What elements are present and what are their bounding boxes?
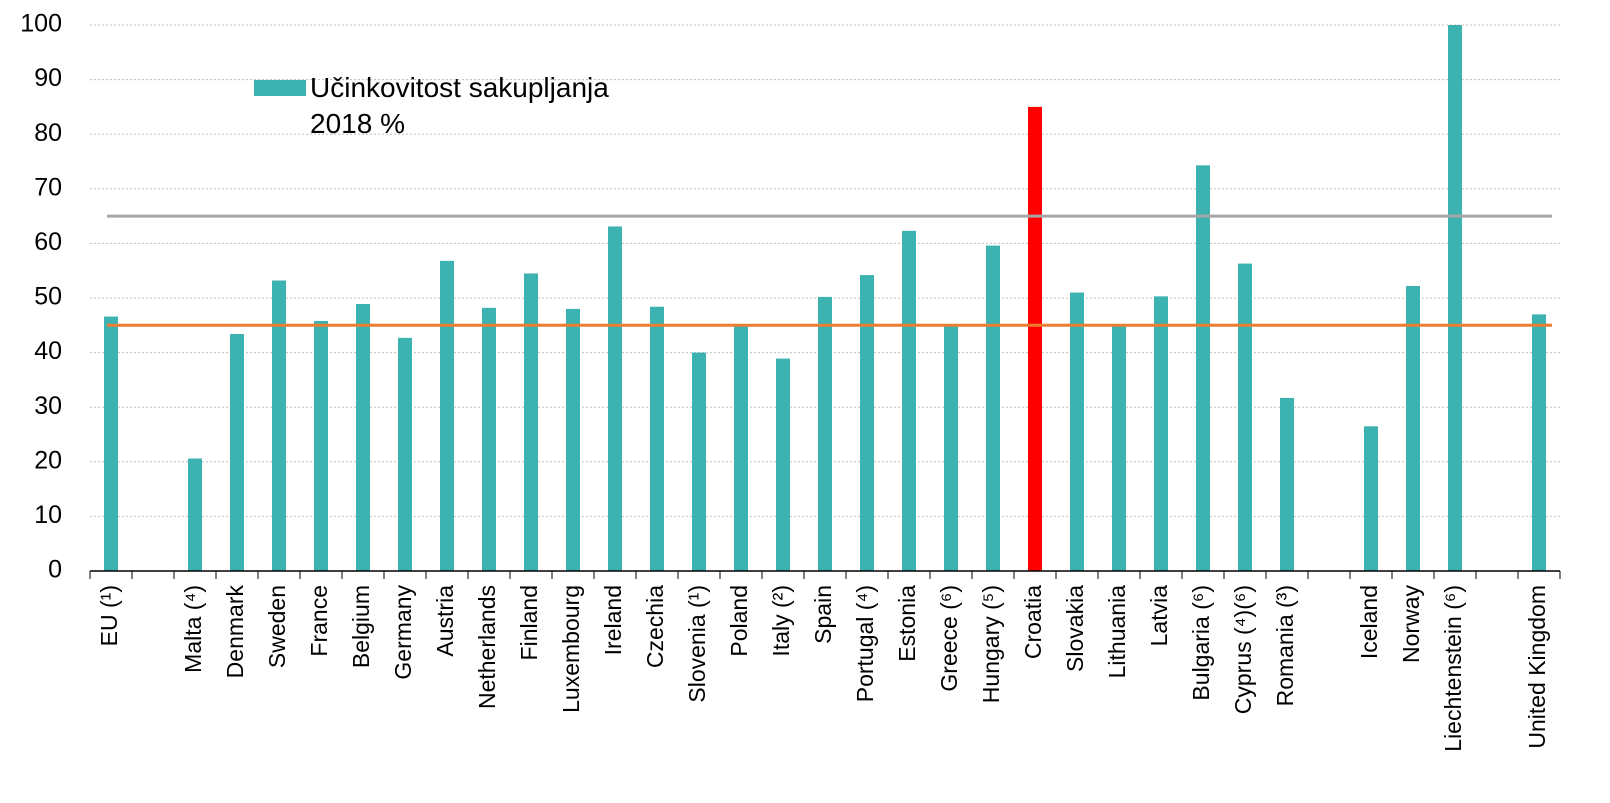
y-tick-label: 90 (34, 64, 62, 92)
x-tick-label: Finland (516, 585, 542, 660)
x-tick-label: Czechia (642, 585, 668, 668)
x-tick-label: Cyprus (⁴)(⁶) (1230, 585, 1256, 714)
x-tick-label: Germany (390, 585, 416, 680)
x-tick-label: Belgium (348, 585, 374, 668)
x-tick-label: United Kingdom (1524, 585, 1550, 749)
y-tick-label: 50 (34, 283, 62, 311)
y-tick-label: 100 (20, 10, 62, 38)
x-tick-label: Netherlands (474, 585, 500, 709)
bar (650, 306, 664, 571)
x-tick-label: Ireland (600, 585, 626, 655)
y-tick-label: 60 (34, 228, 62, 256)
bar (1154, 296, 1168, 571)
legend-swatch (254, 80, 306, 96)
bar (1532, 314, 1546, 571)
x-tick-label: Bulgaria (⁶) (1188, 585, 1214, 701)
bar (1112, 325, 1126, 571)
bar (860, 275, 874, 571)
bar (1364, 426, 1378, 571)
bar (356, 304, 370, 571)
bar (1406, 285, 1420, 571)
bar (566, 308, 580, 571)
y-tick-label: 40 (34, 337, 62, 365)
bar (944, 325, 958, 571)
bar (314, 320, 328, 571)
bar (818, 296, 832, 571)
bar (272, 280, 286, 571)
x-tick-label: Portugal (⁴) (852, 585, 878, 702)
y-tick-label: 70 (34, 173, 62, 201)
bar (1280, 397, 1294, 571)
bar (986, 245, 1000, 572)
x-tick-label: Luxembourg (558, 585, 584, 713)
legend: Učinkovitost sakupljanja 2018 % (254, 70, 614, 142)
bar (776, 358, 790, 571)
x-tick-label: Hungary (⁵) (978, 585, 1004, 703)
x-tick-label: Slovakia (1062, 585, 1088, 672)
x-tick-label: Iceland (1356, 585, 1382, 659)
x-tick-label: Greece (⁶) (936, 585, 962, 692)
x-tick-label: France (306, 585, 332, 657)
x-tick-label: Sweden (264, 585, 290, 668)
bar (482, 307, 496, 571)
x-tick-label: Poland (726, 585, 752, 657)
x-tick-label: Austria (432, 585, 458, 657)
bar (230, 334, 244, 571)
bar (398, 337, 412, 571)
x-tick-label: Latvia (1146, 585, 1172, 647)
bar (440, 260, 454, 571)
y-tick-label: 10 (34, 501, 62, 529)
bar (902, 230, 916, 572)
x-tick-label: Norway (1398, 585, 1424, 663)
x-tick-label: Italy (²) (768, 585, 794, 657)
y-tick-label: 0 (48, 556, 62, 584)
bar (1196, 165, 1210, 571)
bar (524, 273, 538, 571)
x-tick-label: EU (¹) (96, 585, 122, 646)
x-tick-label: Croatia (1020, 585, 1046, 659)
bar (1070, 292, 1084, 571)
legend-label: Učinkovitost sakupljanja 2018 % (310, 72, 609, 139)
x-tick-label: Estonia (894, 585, 920, 662)
y-tick-label: 20 (34, 446, 62, 474)
x-tick-label: Liechtenstein (⁶) (1440, 585, 1466, 752)
bar (1028, 106, 1042, 572)
x-tick-label: Spain (810, 585, 836, 644)
bar (608, 226, 622, 571)
bar (104, 316, 118, 571)
x-tick-label: Malta (⁴) (180, 585, 206, 673)
x-tick-label: Slovenia (¹) (684, 585, 710, 703)
bar (1238, 263, 1252, 571)
bar (692, 352, 706, 571)
bar (734, 325, 748, 571)
bar (188, 458, 202, 571)
y-tick-label: 80 (34, 119, 62, 147)
x-tick-label: Lithuania (1104, 585, 1130, 679)
x-tick-label: Romania (³) (1272, 585, 1298, 706)
y-tick-label: 30 (34, 392, 62, 420)
x-tick-label: Denmark (222, 585, 248, 679)
bar (1448, 25, 1462, 571)
